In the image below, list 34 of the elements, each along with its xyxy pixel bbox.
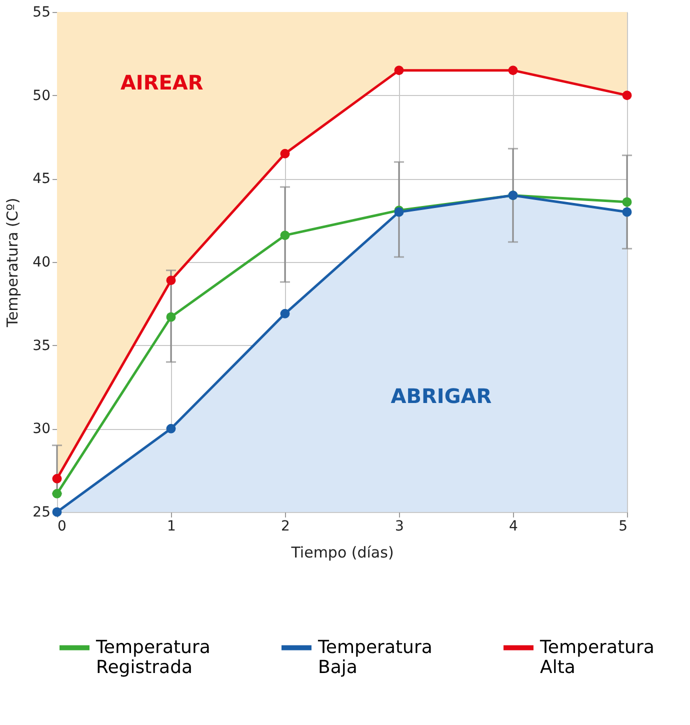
x-axis-title: Tiempo (días) <box>290 544 394 562</box>
point <box>52 474 62 484</box>
point <box>166 424 176 434</box>
y-tick-label: 30 <box>32 421 50 438</box>
y-tick-label: 45 <box>32 171 50 188</box>
y-tick-label: 55 <box>32 4 50 20</box>
point <box>52 488 62 498</box>
point <box>394 66 404 76</box>
point <box>622 197 632 207</box>
legend-label: Temperatura Registrada <box>95 636 210 678</box>
y-tick-label: 40 <box>32 254 50 270</box>
x-tick-label: 4 <box>509 518 518 534</box>
x-tick-label: 2 <box>281 518 290 534</box>
annotation: ABRIGAR <box>390 384 492 408</box>
point <box>280 148 290 158</box>
y-tick-label: 50 <box>32 88 50 104</box>
point <box>52 507 62 517</box>
x-tick-label: 1 <box>167 518 176 534</box>
annotation: AIREAR <box>120 70 204 95</box>
point <box>166 312 176 322</box>
point <box>280 308 290 318</box>
point <box>622 207 632 217</box>
point <box>166 276 176 286</box>
point <box>280 230 290 240</box>
legend-label: Temperatura Alta <box>539 636 654 678</box>
point <box>508 66 518 76</box>
x-tick-label: 3 <box>395 518 404 534</box>
x-tick-label: 5 <box>618 518 628 534</box>
legend-label: Temperatura Baja <box>317 636 432 678</box>
y-tick-label: 25 <box>32 504 50 520</box>
y-tick-label: 35 <box>32 338 50 354</box>
point <box>622 90 632 100</box>
y-axis-title: Temperatura (Cº) <box>4 198 22 328</box>
x-tick-label: 0 <box>58 518 66 534</box>
